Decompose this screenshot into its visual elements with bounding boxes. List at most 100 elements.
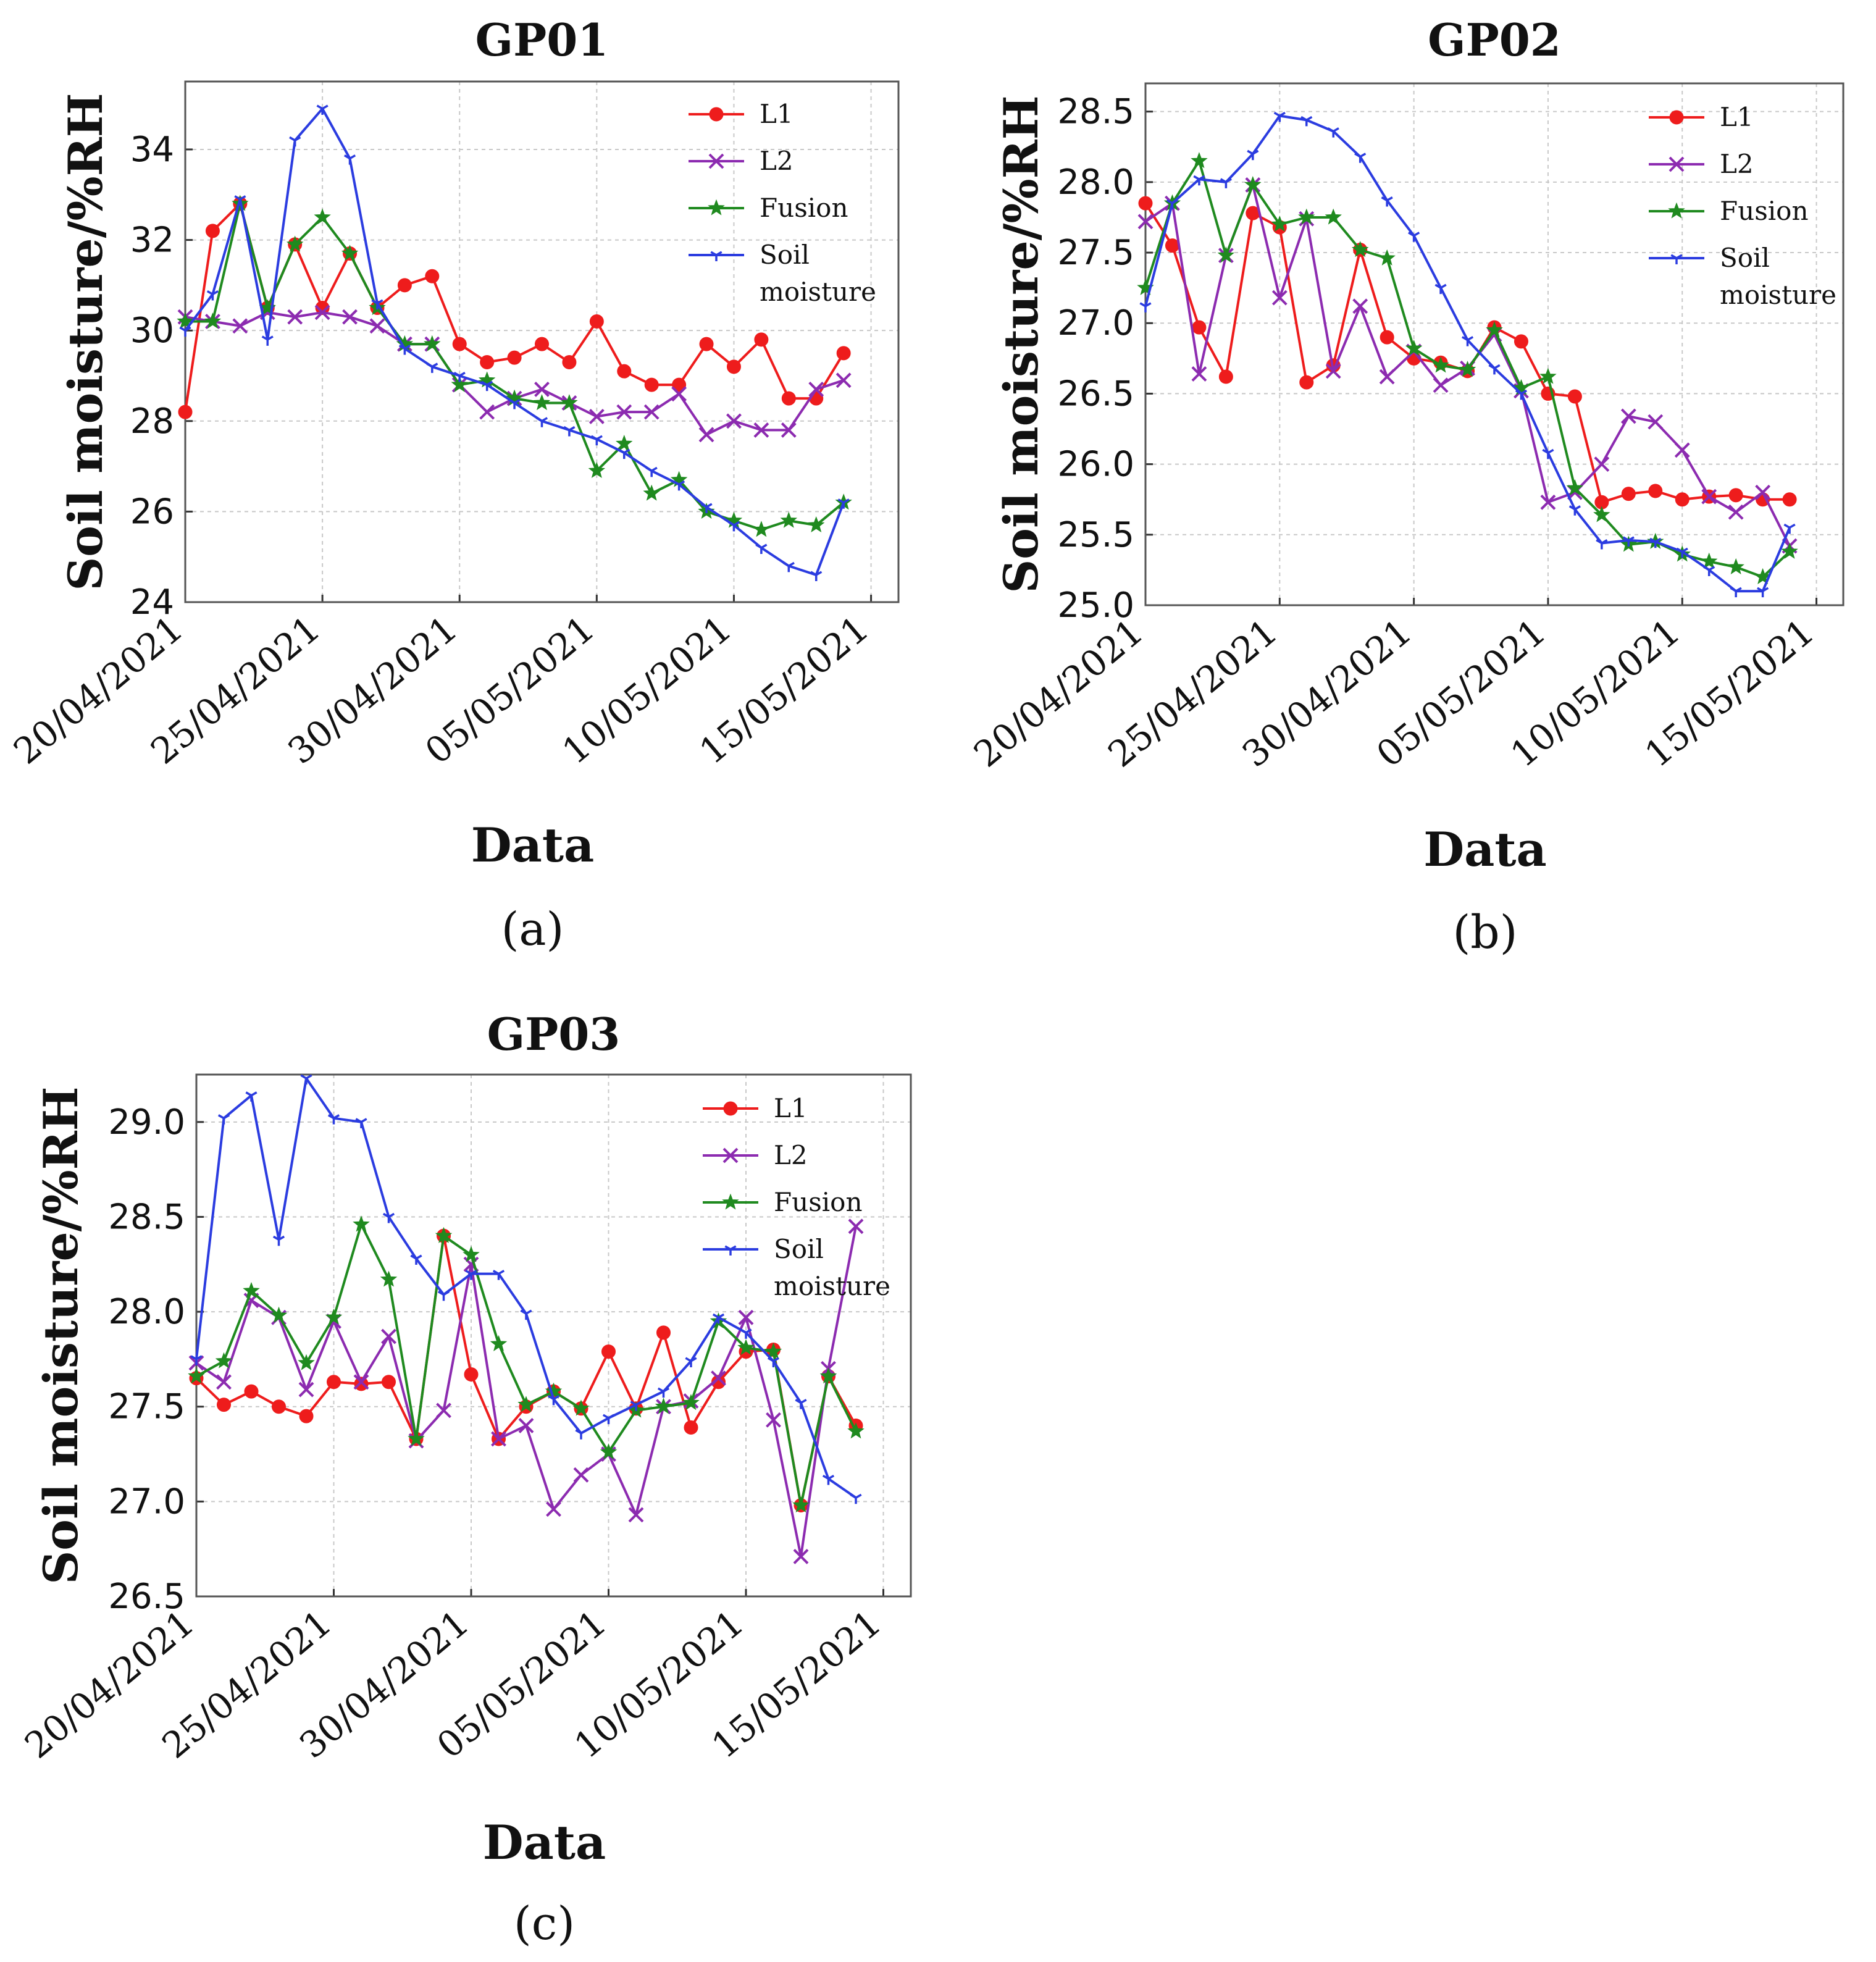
- data-point: [1433, 377, 1449, 393]
- legend-marker: [724, 1245, 737, 1256]
- data-point: [535, 417, 548, 427]
- series-line: [184, 202, 845, 413]
- data-point: [355, 1118, 367, 1128]
- data-point: [628, 1507, 644, 1523]
- data-point: [1676, 547, 1688, 558]
- data-point: [600, 1443, 618, 1460]
- data-point: [1488, 364, 1501, 375]
- data-point: [216, 1374, 232, 1390]
- data-point: [1728, 504, 1744, 520]
- legend-label: moisture: [774, 1271, 890, 1301]
- data-point: [464, 1367, 479, 1381]
- data-point: [766, 1412, 781, 1428]
- data-point: [755, 543, 768, 555]
- data-point: [437, 1290, 450, 1301]
- y-tick-label: 24: [130, 582, 174, 623]
- data-point: [382, 1375, 396, 1390]
- data-point: [435, 1226, 453, 1243]
- legend-marker: [1669, 110, 1684, 125]
- data-point: [1325, 208, 1342, 225]
- y-axis-label: Soil moisture/%RH: [994, 95, 1049, 593]
- data-point: [1782, 492, 1797, 507]
- data-point: [245, 1091, 258, 1102]
- data-point: [177, 312, 194, 329]
- data-point: [602, 1414, 615, 1425]
- data-point: [1566, 479, 1584, 496]
- data-point: [205, 224, 220, 238]
- legend-label: L2: [760, 146, 794, 176]
- y-tick-label: 28.5: [108, 1197, 185, 1237]
- legend: L1 L2 Fusion Soil moisture: [1649, 102, 1836, 310]
- legend-marker: [708, 153, 724, 169]
- data-point: [1700, 552, 1718, 569]
- data-point: [491, 1431, 506, 1447]
- data-point: [480, 354, 495, 369]
- data-point: [272, 1235, 285, 1246]
- data-point: [1217, 246, 1235, 263]
- data-point: [616, 404, 632, 420]
- data-point: [353, 1215, 370, 1232]
- data-point: [562, 354, 577, 369]
- data-point: [1273, 112, 1286, 122]
- legend-marker: [722, 1193, 739, 1210]
- data-point: [465, 1270, 477, 1280]
- data-point: [753, 422, 769, 438]
- data-point: [1138, 196, 1153, 211]
- data-point: [261, 335, 274, 346]
- series-fusion: [177, 195, 852, 537]
- series-l2: [188, 1218, 864, 1564]
- data-point: [1621, 487, 1636, 501]
- series-line: [1144, 114, 1791, 593]
- data-point: [342, 309, 358, 325]
- data-point: [451, 375, 468, 392]
- data-point: [327, 1375, 341, 1390]
- data-point: [1405, 339, 1423, 356]
- legend: L1 L2 Fusion Soil moisture: [689, 99, 876, 307]
- legend-label: L1: [1720, 102, 1754, 132]
- data-point: [671, 386, 687, 402]
- data-point: [1594, 456, 1610, 472]
- data-point: [673, 480, 685, 491]
- series-line: [1144, 203, 1790, 504]
- data-point: [738, 1309, 754, 1325]
- data-point: [343, 154, 356, 165]
- data-point: [781, 391, 796, 406]
- data-point: [325, 1308, 343, 1325]
- data-point: [726, 413, 742, 429]
- x-axis-label: Data: [1423, 822, 1547, 877]
- data-point: [398, 344, 411, 355]
- panel-caption: (c): [514, 1897, 575, 1950]
- data-point: [517, 1396, 535, 1412]
- series-soil-moisture: [190, 1074, 862, 1504]
- legend-label: Fusion: [760, 193, 848, 223]
- y-tick-label: 26.5: [108, 1577, 185, 1617]
- data-point: [243, 1281, 260, 1298]
- data-point: [410, 1254, 422, 1265]
- y-tick-label: 34: [130, 130, 174, 170]
- data-point: [1218, 369, 1233, 384]
- data-point: [657, 1387, 670, 1398]
- data-point: [381, 1328, 396, 1344]
- series-l1: [1138, 196, 1797, 509]
- data-point: [1727, 558, 1744, 575]
- legend-marker: [722, 1147, 739, 1163]
- legend-label: L1: [760, 99, 794, 129]
- data-point: [354, 1377, 369, 1391]
- data-point: [617, 364, 632, 379]
- data-point: [1486, 321, 1503, 338]
- data-point: [382, 1212, 395, 1223]
- data-point: [1542, 448, 1554, 459]
- data-point: [1515, 389, 1528, 400]
- data-point: [298, 1381, 314, 1398]
- legend-label: Soil: [774, 1234, 824, 1264]
- y-tick-label: 26.5: [1057, 374, 1134, 414]
- data-point: [1434, 283, 1447, 295]
- data-point: [1648, 484, 1663, 498]
- data-point: [1512, 379, 1530, 395]
- data-point: [836, 346, 851, 361]
- data-point: [795, 1399, 807, 1409]
- data-point: [300, 1074, 312, 1085]
- panel-caption: (b): [1452, 906, 1517, 959]
- data-point: [1352, 298, 1368, 314]
- data-point: [1539, 367, 1557, 384]
